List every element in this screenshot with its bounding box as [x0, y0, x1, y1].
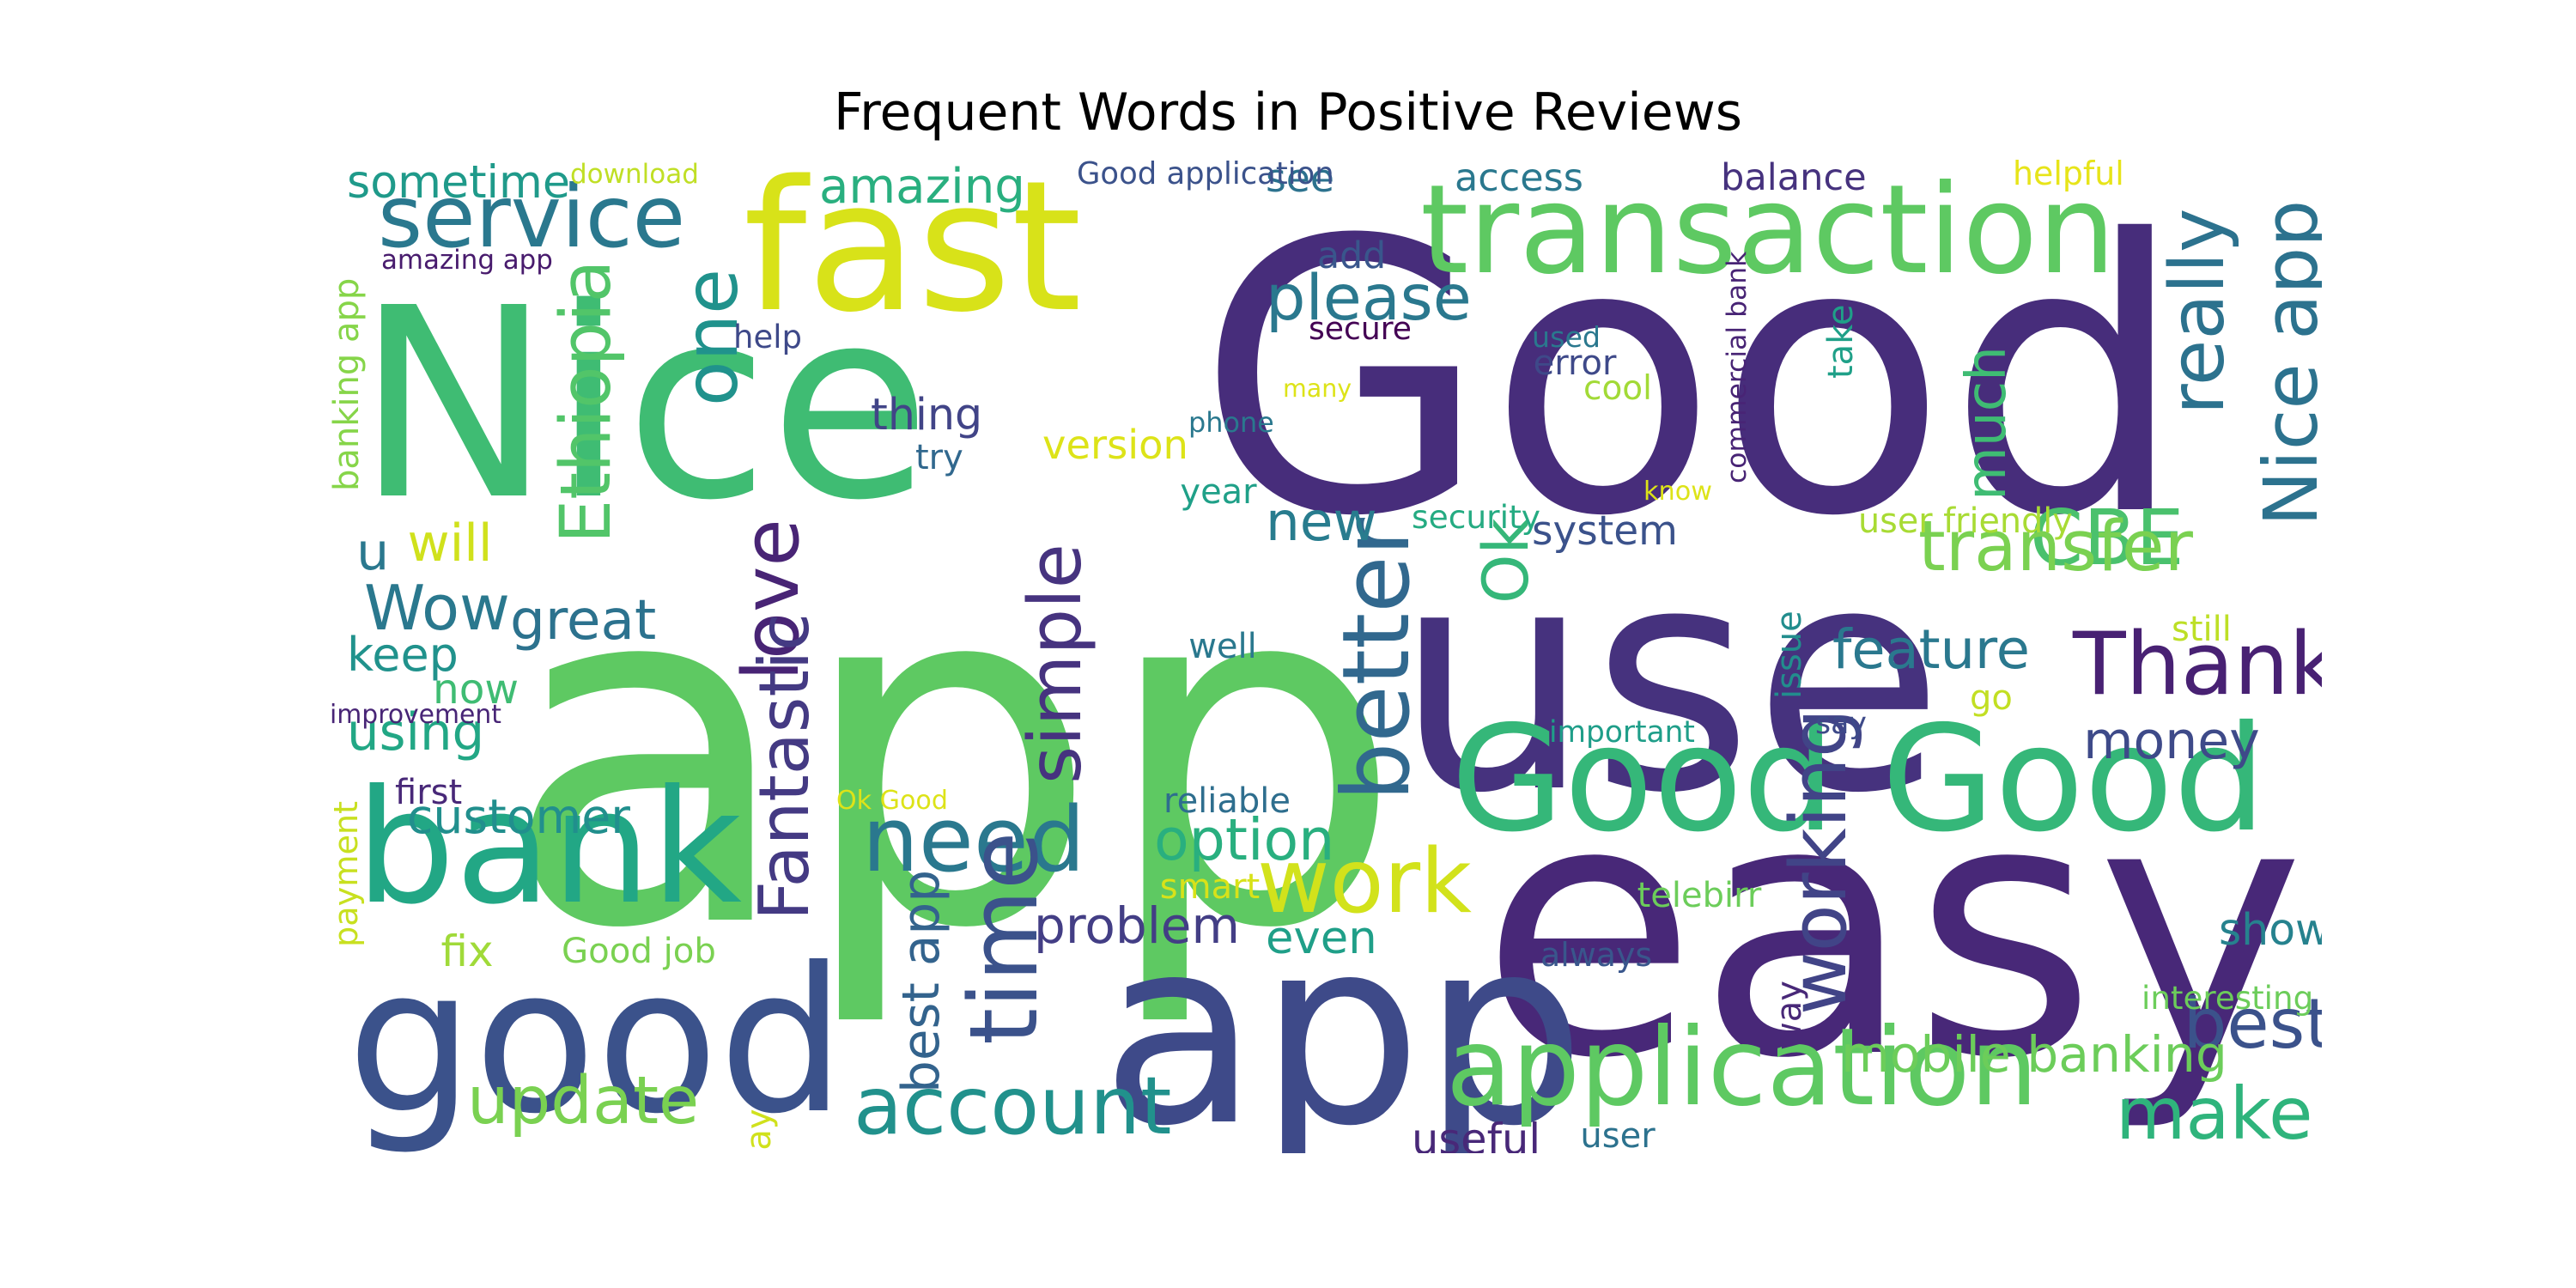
word-cloud-word: Good application	[1077, 156, 1334, 192]
word-cloud-word: phone	[1188, 406, 1274, 440]
chart-title: Frequent Words in Positive Reviews	[833, 82, 1743, 143]
word-cloud-word: commercial bank	[1722, 251, 1753, 483]
word-cloud-word: Ethiopia	[546, 259, 628, 544]
word-cloud-word: using	[347, 702, 485, 762]
word-cloud-word: try	[915, 438, 963, 477]
word-cloud-word: balance	[1721, 156, 1867, 200]
word-cloud-word: Ok Good	[836, 785, 948, 816]
word-cloud-word: will	[407, 513, 493, 574]
word-cloud-word: always	[1540, 936, 1653, 975]
word-cloud-word: payment	[330, 800, 366, 947]
word-cloud-word: version	[1042, 421, 1188, 468]
word-cloud-word: used	[1532, 320, 1601, 355]
word-cloud-word: update	[467, 1062, 700, 1139]
word-cloud-word: Good	[1197, 161, 2186, 599]
word-cloud-word: take	[1821, 304, 1861, 380]
word-cloud-word: service	[378, 167, 686, 267]
word-cloud-word: customer	[407, 790, 630, 846]
word-cloud-word: reliable	[1163, 781, 1291, 821]
word-cloud-word: feature	[1832, 618, 2030, 683]
word-cloud-word: issue	[1770, 611, 1809, 700]
word-cloud-word: need	[862, 787, 1085, 892]
word-cloud-word: security	[1412, 498, 1541, 537]
word-cloud-word: application	[1446, 1005, 2038, 1130]
word-cloud-word: help	[733, 319, 802, 356]
word-cloud-word: important	[1549, 714, 1695, 750]
word-cloud-word: amazing app	[381, 244, 553, 276]
word-cloud-word: cool	[1583, 369, 1652, 409]
word-cloud-word: smart	[1159, 867, 1261, 907]
word-cloud-word: Wow	[364, 571, 510, 644]
word-cloud-word: day	[739, 1109, 779, 1153]
word-cloud-word: now	[433, 665, 519, 714]
word-cloud-word: use	[1394, 500, 1945, 862]
word-cloud-word: easy	[1480, 724, 2306, 1135]
word-cloud-word: still	[2172, 610, 2232, 649]
word-cloud-word: system	[1532, 507, 1678, 555]
word-cloud-word: mobile banking	[1841, 1024, 2227, 1084]
word-cloud-word: user friendly	[1858, 501, 2073, 542]
word-cloud-word: option	[1154, 805, 1335, 873]
word-cloud-word: way	[1770, 981, 1809, 1051]
word-cloud-word: problem	[1034, 896, 1240, 955]
word-cloud-word: well	[1188, 627, 1257, 666]
word-cloud-word: helpful	[2013, 155, 2124, 193]
word-cloud-word: make	[2116, 1072, 2313, 1153]
word-cloud-word: working	[1774, 708, 1864, 1015]
word-cloud-word: u	[356, 522, 390, 582]
word-cloud-word: really	[2153, 208, 2241, 415]
word-cloud-word: Good job	[562, 931, 716, 971]
word-cloud-word: secure	[1309, 310, 1412, 347]
word-cloud-word: better	[1323, 518, 1431, 801]
word-cloud-word: first	[395, 773, 463, 812]
word-cloud-word: know	[1643, 476, 1713, 507]
word-cloud-word: money	[2083, 711, 2260, 771]
word-cloud-word: say	[1815, 706, 1867, 741]
word-cloud-word: error	[1533, 343, 1617, 383]
word-cloud-word: please	[1266, 262, 1472, 336]
word-cloud-word: bank	[355, 756, 742, 939]
word-cloud-word: fast	[743, 149, 1082, 352]
word-cloud-word: fix	[440, 927, 494, 976]
word-cloud-word: best app	[892, 869, 952, 1093]
word-cloud-word: download	[570, 158, 699, 190]
word-cloud-word: simple	[1012, 544, 1097, 784]
word-cloud-word: go	[1970, 678, 2013, 718]
word-cloud-word: access	[1455, 155, 1583, 200]
word-cloud: app Good Nice use easy fast good app Good Good tr…	[330, 149, 2322, 1153]
word-cloud-word: account	[854, 1059, 1172, 1152]
word-cloud-word: Nice	[355, 252, 932, 559]
word-cloud-word: CBE	[2030, 494, 2184, 584]
word-cloud-word: user	[1580, 1116, 1656, 1153]
word-cloud-word: banking app	[330, 277, 367, 492]
word-cloud-word: many	[1283, 374, 1352, 403]
word-cloud-word: see	[1266, 155, 1335, 202]
word-cloud-word: new	[1266, 489, 1377, 553]
word-cloud-word: much	[1953, 345, 2019, 501]
word-cloud-word: useful	[1412, 1115, 1541, 1153]
word-cloud-word: great	[510, 587, 657, 653]
word-cloud-word: best	[2183, 984, 2322, 1064]
word-cloud-word: keep	[347, 628, 459, 683]
word-cloud-word: Fantastic	[744, 613, 824, 921]
word-cloud-word: Nice app	[2248, 199, 2322, 526]
word-cloud-word: good	[347, 924, 846, 1153]
word-cloud-word: transfer	[1918, 507, 2193, 588]
word-cloud-word: Good Good	[1450, 695, 2267, 865]
word-cloud-word: even	[1266, 911, 1377, 964]
word-cloud-word: amazing	[819, 158, 1025, 215]
word-cloud-word: interesting	[2142, 979, 2314, 1018]
word-cloud-word: work	[1257, 830, 1472, 934]
word-cloud-word: app	[1101, 883, 1586, 1154]
word-cloud-word: improvement	[330, 700, 501, 731]
word-cloud-word: sometime	[347, 156, 570, 209]
word-cloud-word: show	[2219, 903, 2322, 955]
word-cloud-word: telebirr	[1637, 876, 1762, 915]
word-cloud-word: year	[1180, 472, 1257, 512]
word-cloud-word: Thank	[2073, 612, 2322, 714]
word-cloud-word: app	[501, 474, 1405, 1033]
word-cloud-word: add	[1317, 234, 1387, 277]
word-cloud-word: thing	[871, 388, 983, 440]
word-cloud-word: transaction	[1420, 158, 2116, 302]
